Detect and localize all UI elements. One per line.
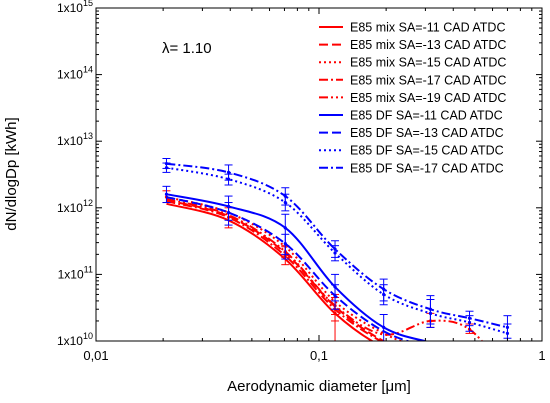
legend-entry: E85 mix SA=-15 CAD ATDC [319, 56, 506, 70]
data-point [333, 294, 337, 298]
y-tick-label: 1x1010 [57, 331, 93, 348]
x-tick-label: 0,01 [83, 348, 108, 363]
legend-entry: E85 DF SA=-15 CAD ATDC [319, 144, 504, 158]
y-tick-label: 1x1011 [58, 264, 93, 281]
x-tick-label: 1 [538, 348, 545, 363]
y-tick-base: 1x10 [58, 267, 84, 281]
legend: E85 mix SA=-11 CAD ATDC E85 mix SA=-13 CA… [319, 21, 506, 175]
y-axis-label: dN/dlogDp [kWh] [3, 117, 20, 230]
data-point [164, 162, 169, 166]
series-5 [166, 198, 484, 341]
series-line [166, 166, 508, 335]
x-tick-label: 0,1 [310, 348, 328, 363]
legend-label: E85 mix SA=-13 CAD ATDC [350, 38, 506, 52]
legend-label: E85 DF SA=-17 CAD ATDC [350, 161, 504, 175]
legend-label: E85 mix SA=-19 CAD ATDC [350, 91, 506, 105]
data-point [333, 247, 337, 251]
data-point [164, 192, 169, 196]
data-series-layer [162, 157, 512, 341]
data-point [226, 210, 231, 215]
legend-entry: E85 mix SA=-13 CAD ATDC [319, 38, 506, 52]
y-tick-exponent: 12 [83, 198, 93, 208]
data-point [382, 325, 386, 330]
y-tick-exponent: 15 [83, 0, 93, 8]
data-point [382, 287, 386, 291]
data-point [283, 194, 287, 198]
series-line [166, 199, 387, 341]
data-point [505, 325, 510, 330]
legend-entry: E85 mix SA=-11 CAD ATDC [319, 21, 506, 35]
y-tick-exponent: 11 [84, 264, 93, 274]
series-2 [166, 199, 387, 341]
legend-entry: E85 DF SA=-17 CAD ATDC [319, 161, 504, 175]
data-point [226, 170, 231, 175]
axis-ticks: 0,01 0,1 11x10101x10111x10121x10131x10141x… [57, 0, 546, 363]
series-line [166, 193, 429, 341]
y-tick-base: 1x10 [57, 134, 83, 148]
y-tick-label: 1x1013 [57, 131, 93, 148]
series-line [166, 162, 508, 329]
series-line [166, 198, 484, 341]
data-point [467, 316, 472, 320]
legend-entry: E85 DF SA=-13 CAD ATDC [319, 126, 504, 140]
chart-annotation: λ= 1.10 [162, 40, 212, 57]
series-line [166, 196, 411, 341]
data-point [283, 242, 287, 246]
y-tick-exponent: 10 [83, 331, 93, 341]
y-tick-label: 1x1014 [57, 65, 93, 82]
y-tick-exponent: 13 [83, 131, 93, 141]
y-tick-base: 1x10 [57, 201, 83, 215]
legend-label: E85 mix SA=-15 CAD ATDC [350, 56, 506, 70]
legend-label: E85 DF SA=-13 CAD ATDC [350, 126, 504, 140]
series-9 [162, 157, 512, 339]
y-tick-label: 1x1012 [57, 198, 93, 215]
legend-entry: E85 mix SA=-17 CAD ATDC [319, 73, 506, 87]
x-axis-label: Aerodynamic diameter [μm] [227, 378, 411, 395]
series-line [166, 200, 384, 341]
y-tick-base: 1x10 [57, 1, 83, 15]
data-point [428, 307, 433, 311]
legend-label: E85 mix SA=-11 CAD ATDC [350, 21, 506, 35]
legend-label: E85 DF SA=-11 CAD ATDC [350, 109, 503, 123]
plot-frame [95, 7, 543, 342]
y-tick-label: 1x1015 [57, 0, 93, 15]
y-tick-base: 1x10 [57, 334, 83, 348]
series-7 [166, 196, 411, 341]
legend-entry: E85 DF SA=-11 CAD ATDC [319, 109, 503, 123]
legend-entry: E85 mix SA=-19 CAD ATDC [319, 91, 506, 105]
data-point [283, 226, 287, 230]
y-tick-exponent: 14 [83, 65, 93, 75]
y-tick-base: 1x10 [57, 68, 83, 82]
legend-label: E85 mix SA=-17 CAD ATDC [350, 73, 506, 87]
series-line [166, 202, 374, 341]
legend-label: E85 DF SA=-15 CAD ATDC [350, 144, 504, 158]
